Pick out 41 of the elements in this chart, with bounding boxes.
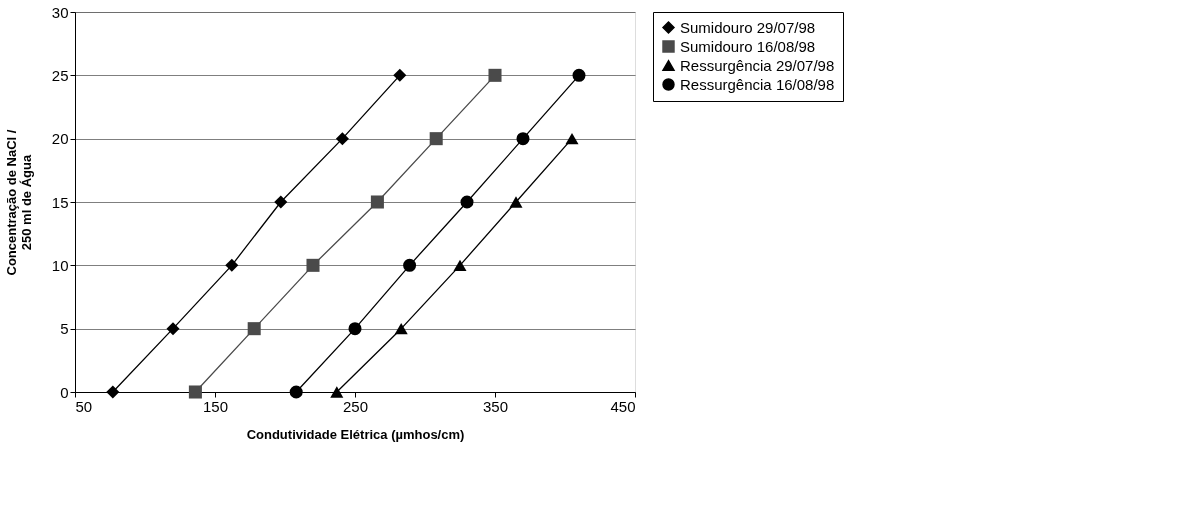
point xyxy=(403,258,417,272)
point xyxy=(306,258,320,272)
point xyxy=(289,385,303,399)
y-tick-label: 25 xyxy=(51,66,69,84)
x-tick-label: 50 xyxy=(75,397,93,415)
point xyxy=(516,132,530,146)
point xyxy=(188,385,202,399)
y-tick-label: 5 xyxy=(60,320,69,338)
x-tick-label: 350 xyxy=(482,397,509,415)
point xyxy=(460,195,474,209)
point xyxy=(106,385,120,399)
y-tick-label: 0 xyxy=(60,383,69,401)
point xyxy=(509,196,523,208)
point xyxy=(247,322,261,336)
x-tick-label: 250 xyxy=(342,397,369,415)
point xyxy=(274,195,288,209)
point xyxy=(166,322,180,336)
x-axis-title: Condutividade Elétrica (µmhos/cm) xyxy=(246,426,465,442)
y-tick-label: 15 xyxy=(51,193,69,211)
point xyxy=(453,259,467,271)
legend-label: Sumidouro 29/07/98 xyxy=(680,18,816,36)
point xyxy=(488,68,502,82)
point xyxy=(565,133,579,145)
point xyxy=(572,68,586,82)
point xyxy=(393,68,407,82)
point xyxy=(370,195,384,209)
y-tick-label: 10 xyxy=(51,256,69,274)
x-tick-label: 150 xyxy=(202,397,229,415)
y-tick-label: 30 xyxy=(51,3,69,21)
point xyxy=(394,323,408,335)
y-tick-label: 20 xyxy=(51,130,69,148)
legend-label: Ressurgência 16/08/98 xyxy=(680,75,835,93)
point xyxy=(330,386,344,398)
y-axis-title: Concentração de NaCl / 250 ml de Água xyxy=(3,129,34,276)
point xyxy=(225,258,239,272)
point xyxy=(335,132,349,146)
legend-label: Ressurgência 29/07/98 xyxy=(680,56,835,74)
legend-label: Sumidouro 16/08/98 xyxy=(680,37,816,55)
point xyxy=(348,322,362,336)
point xyxy=(429,132,443,146)
x-tick-label: 450 xyxy=(610,397,636,415)
